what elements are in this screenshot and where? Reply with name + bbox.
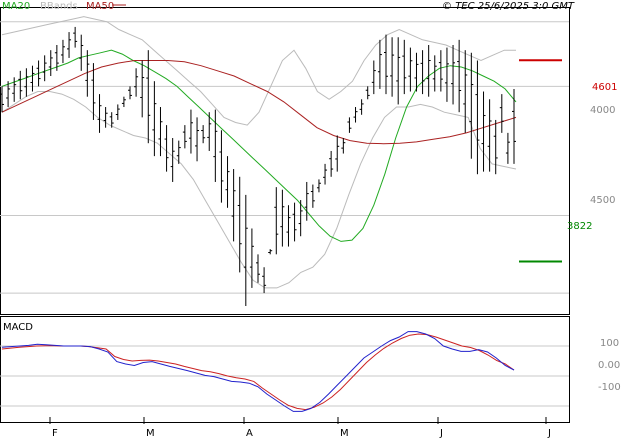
month-label-may: M [340,428,349,439]
copyright-text: © TEC 25/6/2025 3:0 GMT [442,1,575,12]
axis-ticks [49,417,547,424]
legend-bbands: BBands [40,1,78,12]
macd-tick-0: 0.00 [598,360,620,371]
price-tick-4500: 4000 [590,105,615,116]
support-resistance-levels [519,59,562,263]
support-label: 3822 [567,221,592,232]
macd-lines [0,331,569,412]
macd-panel-frame [0,316,570,423]
month-label-jul: J [547,428,551,439]
macd-signal-line [1,333,515,411]
month-label-mar: M [146,428,155,439]
macd-tick-100: 100 [600,338,619,349]
macd-label: MACD [3,322,33,333]
macd-line [1,331,515,412]
price-panel-frame [0,7,570,315]
legend-ma20: MA20 [2,1,30,12]
macd-tick-minus100: -100 [598,382,621,393]
grid-lines [0,21,569,294]
month-label-jun: J [439,428,443,439]
bb-lower-line [1,91,517,289]
ma20-line [1,49,517,242]
bollinger-bands [1,16,517,289]
month-label-feb: F [52,428,58,439]
ma50-line [1,60,517,145]
price-tick-4000: 4500 [590,195,615,206]
month-label-apr: A [246,428,253,439]
resistance-label: 4601 [592,82,617,93]
legend-ma50: MA50 [86,1,114,12]
bb-upper-line [1,16,516,126]
moving-averages [1,49,517,242]
ohlc-bars [0,26,516,306]
